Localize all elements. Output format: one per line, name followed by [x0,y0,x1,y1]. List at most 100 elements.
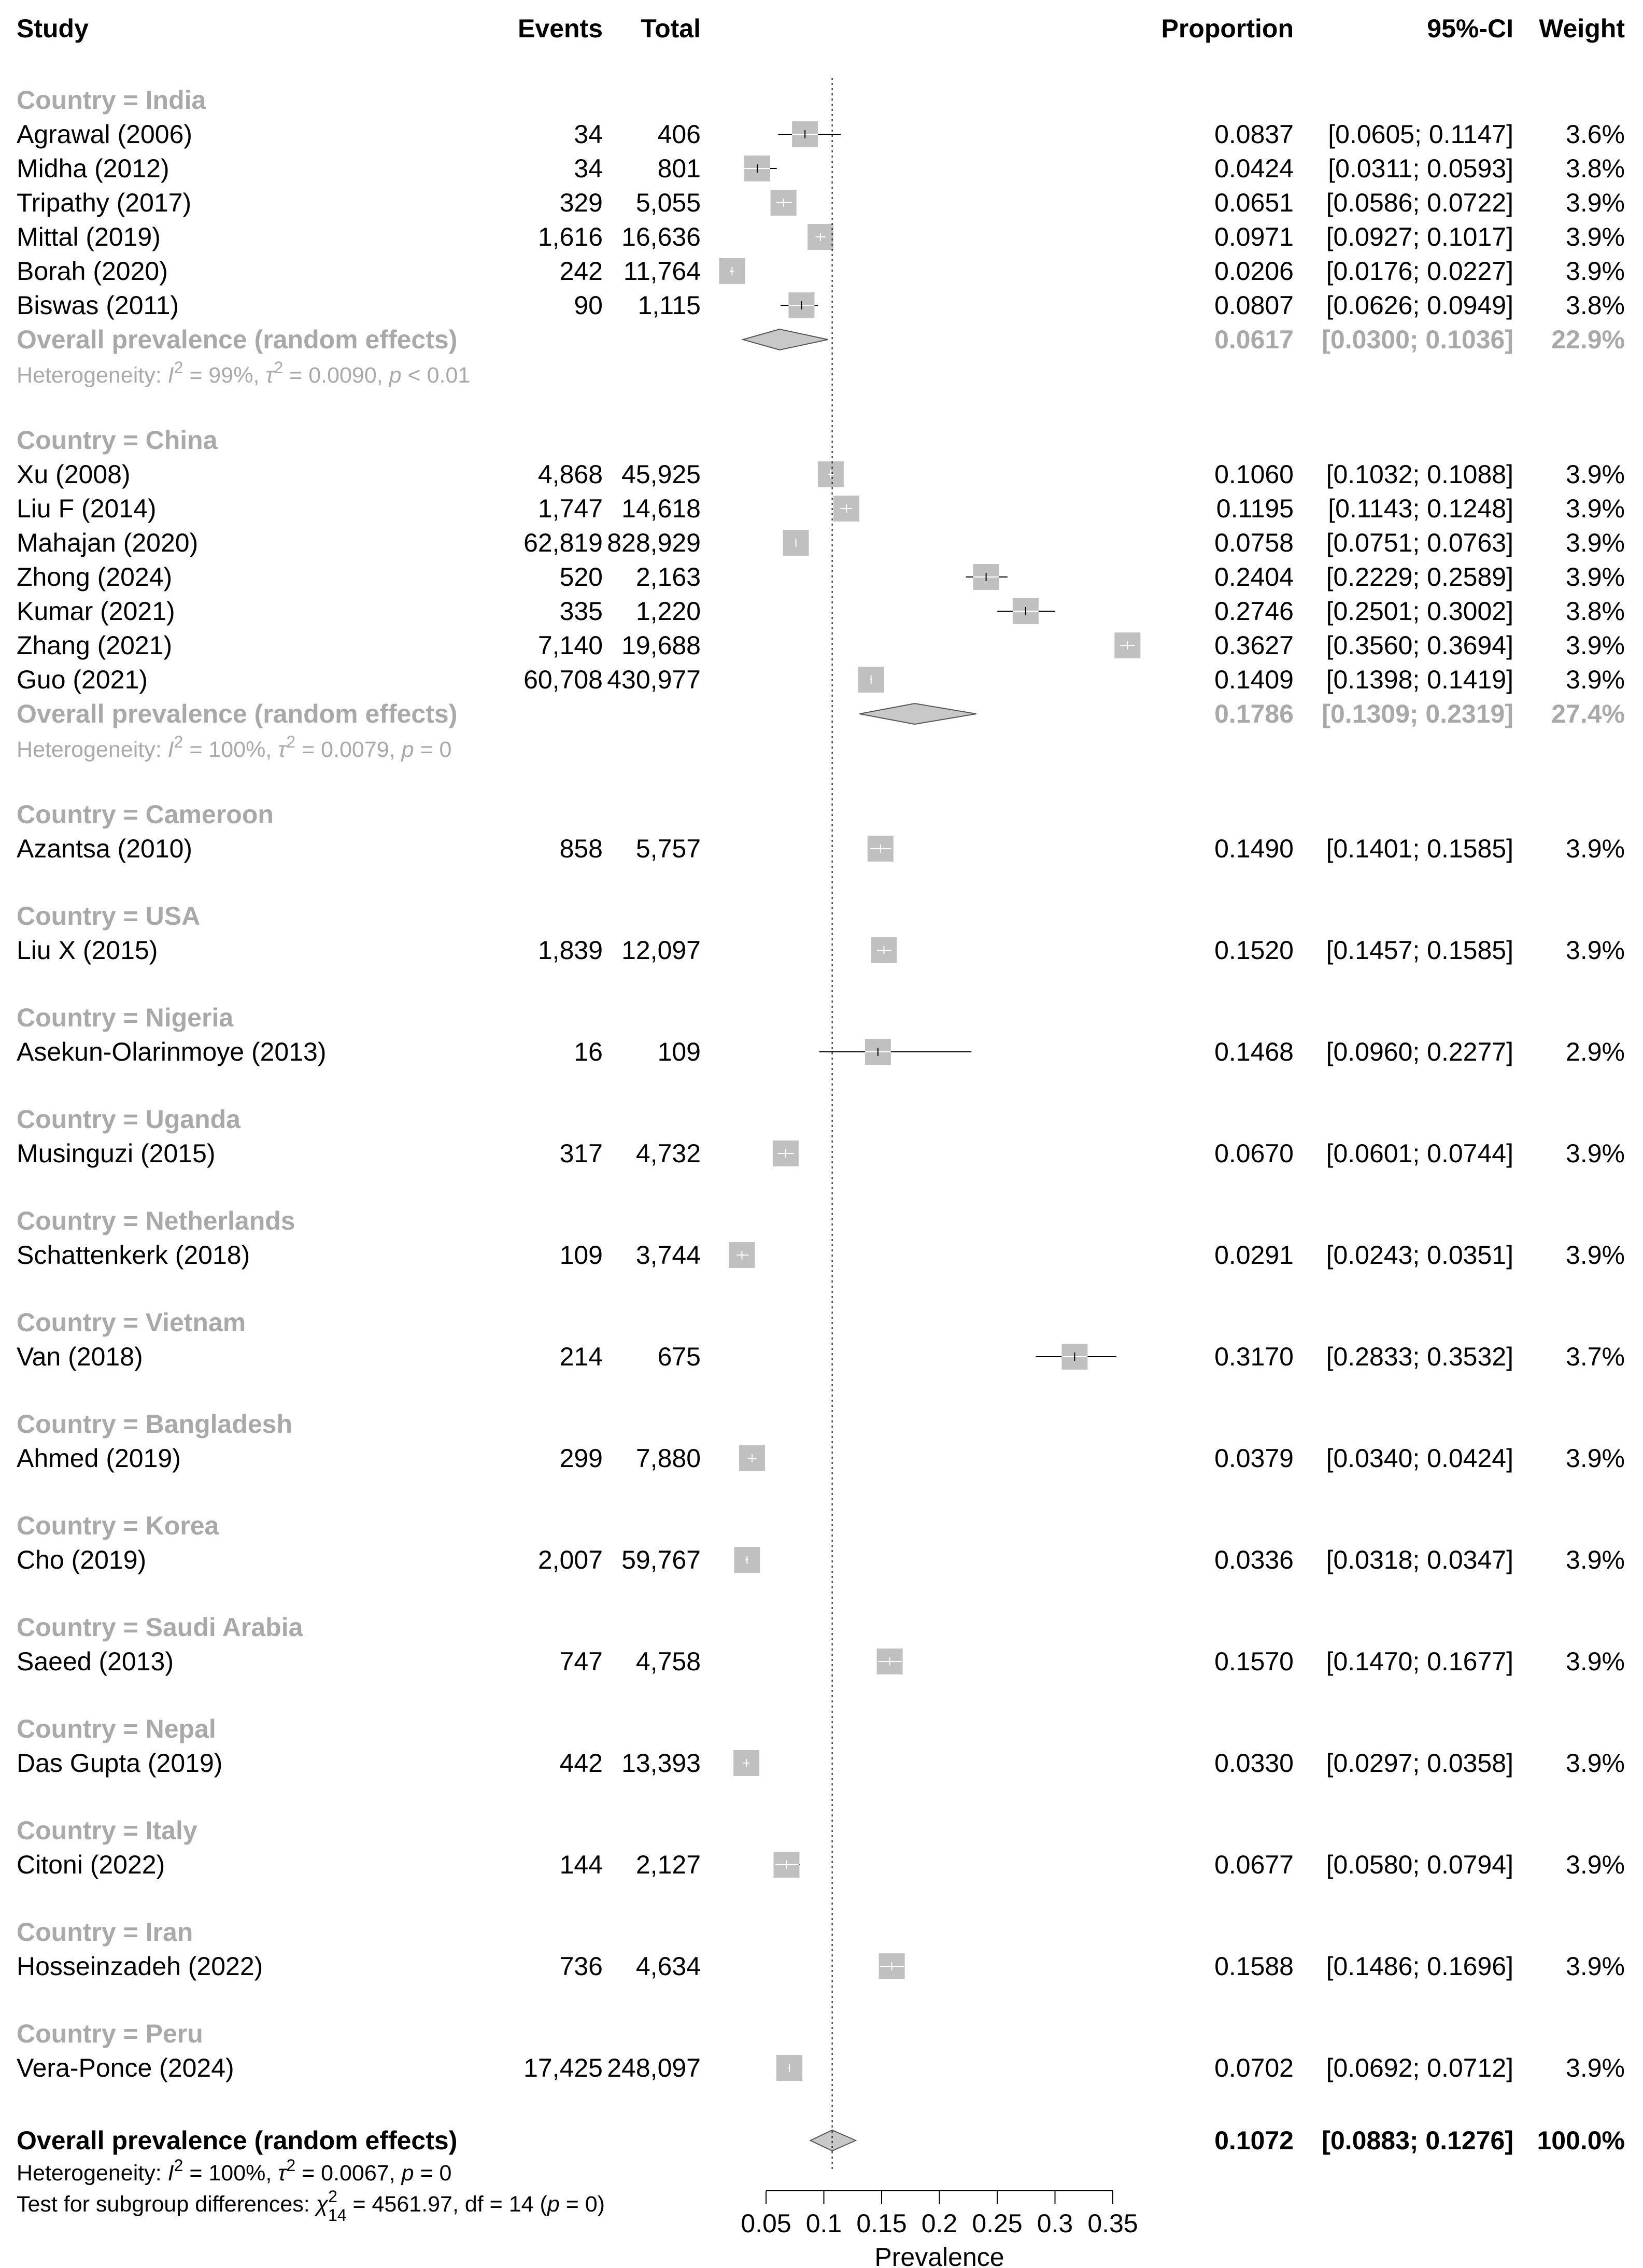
subgroup-heterogeneity-0: Heterogeneity: I2 = 99%, τ2 = 0.0090, p … [17,358,470,388]
subgroup-label-14: Country = Peru [17,2019,203,2048]
study-total-24: 4,634 [636,1952,701,1981]
study-total-6: 45,925 [621,460,701,489]
study-ci-17: [0.0243; 0.0351] [1326,1241,1513,1270]
study-events-15: 16 [574,1037,603,1066]
subgroup-overall-weight-0: 22.9% [1551,325,1625,354]
study-total-21: 4,758 [636,1647,701,1676]
study-name-24: Hosseinzadeh (2022) [17,1952,263,1981]
study-ci-2: [0.0586; 0.0722] [1326,188,1513,217]
study-name-9: Zhong (2024) [17,562,172,591]
x-tick-label-2: 0.15 [856,2209,907,2238]
study-name-12: Guo (2021) [17,665,148,694]
rows-layer: Country = India Agrawal (2006) 34 406 0.0837… [17,86,1625,2224]
subgroup-overall-ci-1: [0.1309; 0.2319] [1322,699,1513,728]
study-ci-1: [0.0311; 0.0593] [1328,154,1513,183]
subgroup-heterogeneity-0-tau: τ [265,363,275,388]
study-proportion-8: 0.0758 [1214,528,1294,557]
study-total-9: 2,163 [636,562,701,591]
study-ci-8: [0.0751; 0.0763] [1326,528,1513,557]
study-events-23: 144 [560,1850,603,1879]
subgroup-heterogeneity-0-i2-val: = 99%, [183,363,265,388]
study-weight-22: 3.9% [1566,1749,1625,1778]
study-name-16: Musinguzi (2015) [17,1139,216,1168]
subgroup-label-7: Country = Vietnam [17,1308,246,1337]
subgroup-label-2: Country = Cameroon [17,800,274,829]
study-ci-22: [0.0297; 0.0358] [1326,1749,1513,1778]
subgroup-heterogeneity-1-i2: I [168,737,174,762]
study-proportion-3: 0.0971 [1214,222,1294,251]
study-weight-4: 3.9% [1566,257,1625,286]
study-name-18: Van (2018) [17,1342,143,1371]
study-events-19: 299 [560,1444,603,1473]
subgroup-label-10: Country = Saudi Arabia [17,1613,304,1642]
study-total-3: 16,636 [621,222,701,251]
study-proportion-21: 0.1570 [1214,1647,1294,1676]
study-proportion-12: 0.1409 [1214,665,1294,694]
study-total-23: 2,127 [636,1850,701,1879]
header-events: Events [518,14,603,43]
study-weight-11: 3.9% [1566,631,1625,660]
study-events-4: 242 [560,257,603,286]
study-proportion-15: 0.1468 [1214,1037,1294,1066]
study-events-7: 1,747 [538,494,603,523]
overall-ci: [0.0883; 0.1276] [1322,2126,1513,2155]
subgroup-heterogeneity-0-prefix: Heterogeneity: [17,363,168,388]
overall-weight: 100.0% [1537,2126,1625,2155]
study-proportion-22: 0.0330 [1214,1749,1294,1778]
study-proportion-9: 0.2404 [1214,562,1294,591]
study-ci-7: [0.1143; 0.1248] [1328,494,1513,523]
x-axis-label: Prevalence [874,2243,1004,2268]
study-name-22: Das Gupta (2019) [17,1749,222,1778]
study-ci-11: [0.3560; 0.3694] [1326,631,1513,660]
study-name-17: Schattenkerk (2018) [17,1241,250,1270]
study-events-25: 17,425 [523,2053,603,2082]
study-weight-23: 3.9% [1566,1850,1625,1879]
study-name-6: Xu (2008) [17,460,131,489]
study-name-21: Saeed (2013) [17,1647,174,1676]
study-total-15: 109 [658,1037,701,1066]
subgroup-heterogeneity-1-i2-val: = 100%, [183,737,278,762]
study-proportion-25: 0.0702 [1214,2053,1294,2082]
study-events-12: 60,708 [523,665,603,694]
study-weight-15: 2.9% [1566,1037,1625,1066]
study-ci-25: [0.0692; 0.0712] [1326,2053,1513,2082]
study-ci-0: [0.0605; 0.1147] [1328,120,1513,149]
study-events-8: 62,819 [523,528,603,557]
overall-heterogeneity-tau-sup: 2 [286,2156,295,2175]
study-ci-19: [0.0340; 0.0424] [1326,1444,1513,1473]
subgroup-overall-ci-0: [0.0300; 0.1036] [1322,325,1513,354]
study-total-13: 5,757 [636,834,701,863]
study-proportion-5: 0.0807 [1214,291,1294,320]
x-tick-label-4: 0.25 [972,2209,1022,2238]
subgroup-overall-label-1: Overall prevalence (random effects) [17,699,457,728]
overall-heterogeneity-prefix: Heterogeneity: [17,2161,168,2186]
study-weight-2: 3.9% [1566,188,1625,217]
overall-diamond [809,2129,857,2152]
study-weight-5: 3.8% [1566,291,1625,320]
study-events-18: 214 [560,1342,603,1371]
study-name-19: Ahmed (2019) [17,1444,181,1473]
header-row: Study Events Total Proportion 95%-CI Wei… [17,14,1625,43]
study-name-4: Borah (2020) [17,257,168,286]
overall-heterogeneity-tau-val: = 0.0067, [295,2161,401,2186]
study-weight-3: 3.9% [1566,222,1625,251]
header-ci: 95%-CI [1427,14,1513,43]
subgroup-heterogeneity-1-p-val: = 0 [414,737,452,762]
subgroup-label-4: Country = Nigeria [17,1003,234,1032]
subgroup-diamond-1 [859,702,976,725]
study-total-12: 430,977 [607,665,701,694]
overall-heterogeneity-p: p [401,2161,414,2186]
subgroup-label-9: Country = Korea [17,1511,220,1540]
subgroup-test-p: p [546,2192,560,2217]
study-proportion-24: 0.1588 [1214,1952,1294,1981]
study-name-15: Asekun-Olarinmoye (2013) [17,1037,327,1066]
study-ci-15: [0.0960; 0.2277] [1326,1037,1513,1066]
study-events-13: 858 [560,834,603,863]
study-events-20: 2,007 [538,1545,603,1574]
subgroup-label-1: Country = China [17,426,218,455]
subgroup-heterogeneity-1-tau-val: = 0.0079, [295,737,401,762]
subgroup-heterogeneity-1-p: p [401,737,414,762]
study-ci-9: [0.2229; 0.2589] [1326,562,1513,591]
study-proportion-2: 0.0651 [1214,188,1294,217]
